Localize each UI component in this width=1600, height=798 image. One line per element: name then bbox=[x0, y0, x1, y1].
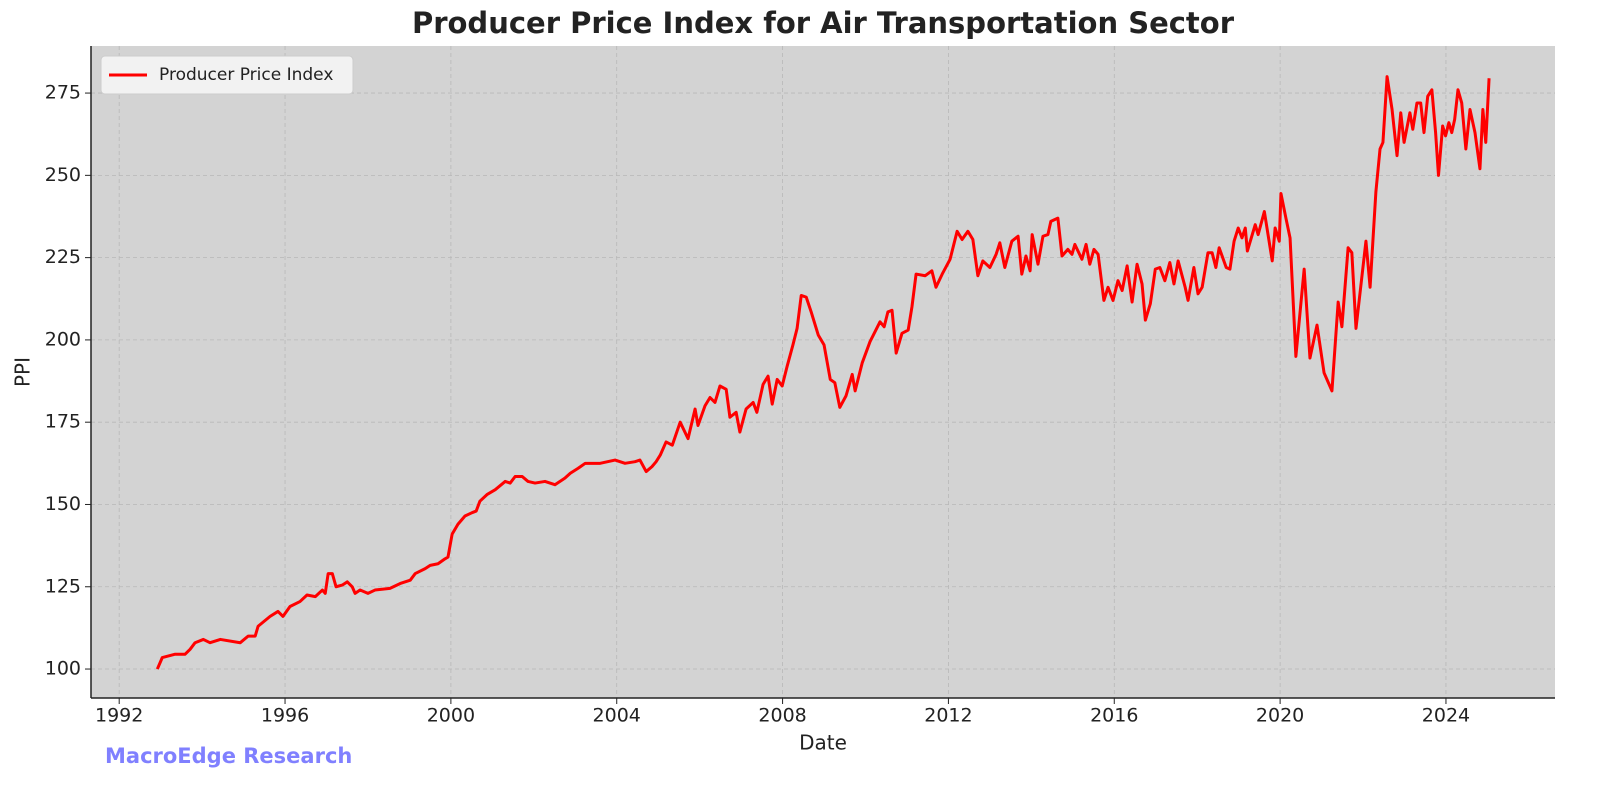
x-tick-label: 2012 bbox=[924, 705, 972, 727]
y-tick-label: 150 bbox=[45, 493, 81, 515]
y-tick-label: 250 bbox=[45, 164, 81, 186]
x-tick-label: 2020 bbox=[1256, 705, 1304, 727]
x-tick-label: 2016 bbox=[1090, 705, 1138, 727]
x-tick-label: 1992 bbox=[95, 705, 143, 727]
legend-box bbox=[100, 55, 354, 95]
watermark: MacroEdge Research bbox=[105, 744, 352, 768]
x-tick-label: 2004 bbox=[593, 705, 641, 727]
x-tick-label: 1996 bbox=[261, 705, 309, 727]
y-axis-label: PPI bbox=[11, 357, 35, 387]
y-tick-label: 200 bbox=[45, 328, 81, 350]
legend-label: Producer Price Index bbox=[159, 65, 333, 85]
y-tick-label: 125 bbox=[45, 575, 81, 597]
series-line bbox=[155, 75, 1491, 670]
plot-area bbox=[91, 46, 1555, 698]
x-tick-label: 2024 bbox=[1422, 705, 1470, 727]
y-tick-label: 275 bbox=[45, 82, 81, 104]
x-tick-label: 2000 bbox=[427, 705, 475, 727]
y-tick-label: 225 bbox=[45, 246, 81, 268]
x-axis-label: Date bbox=[799, 731, 847, 755]
x-tick-label: 2008 bbox=[758, 705, 806, 727]
y-tick-label: 175 bbox=[45, 411, 81, 433]
chart-title: Producer Price Index for Air Transportat… bbox=[412, 6, 1235, 40]
y-tick-label: 100 bbox=[45, 658, 81, 680]
